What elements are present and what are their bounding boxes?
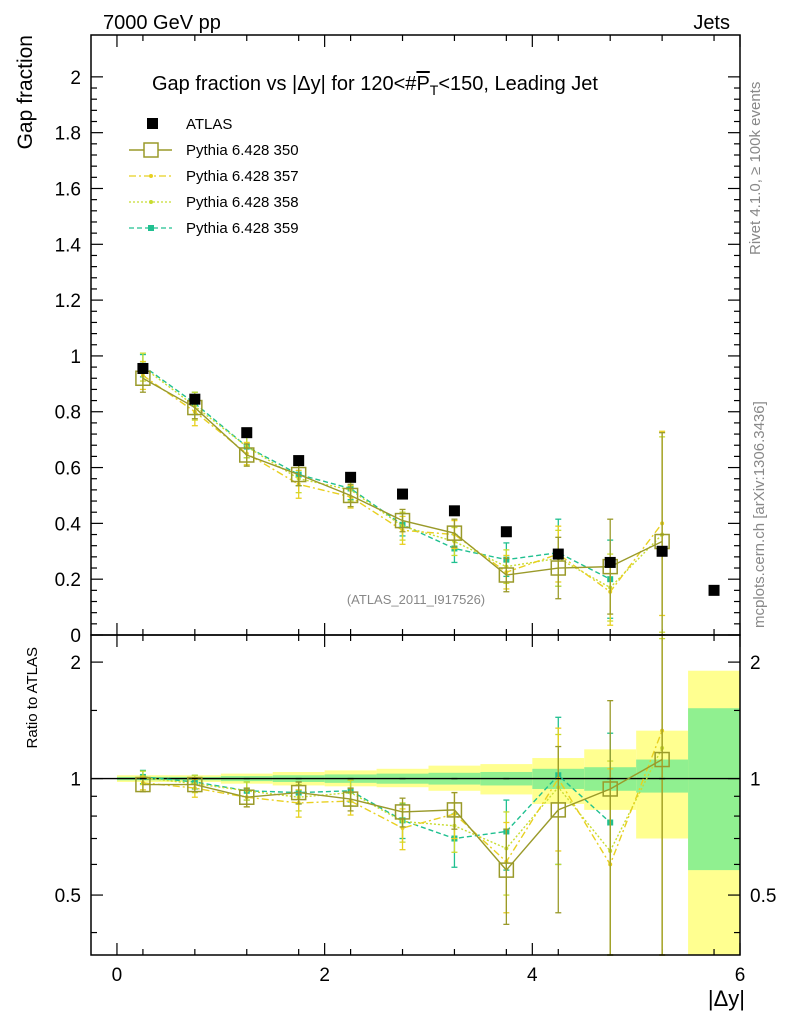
main-y-tick-label: 1.8 (55, 124, 81, 145)
title-part-3: T (430, 82, 439, 98)
analysis-id-label: (ATLAS_2011_I917526) (347, 592, 485, 607)
ratio-y-tick-label: 2 (70, 653, 81, 674)
main-series-0-marker (342, 487, 359, 504)
chart-title: Gap fraction vs |Δy| for 120<#PT<150, Le… (152, 73, 598, 98)
main-series-1-line (142, 374, 663, 593)
ratio-series-0-marker (290, 784, 307, 801)
main-series-0-marker (290, 466, 307, 483)
title-part-2: P (416, 73, 429, 95)
plot-layer: 0 0.2 0.4 0.6 0.8 1 1.2 1.4 1.6 1.8 2 0.5 0.5 1 1 2 2 0 2 4… (55, 35, 776, 986)
ratio-series-0-marker (602, 781, 618, 797)
main-series-0-marker (550, 560, 567, 576)
ratio-series-0-marker (239, 789, 255, 805)
ratio-series-0-marker (654, 751, 670, 768)
legend-label-350: Pythia 6.428 350 (186, 142, 299, 159)
legend-label-atlas: ATLAS (186, 116, 232, 133)
ratio-series-0-marker (187, 776, 203, 793)
atlas-data-point (397, 488, 409, 500)
legend-marker-358 (149, 200, 153, 204)
main-series-0-marker (446, 525, 463, 541)
legend-label-359: Pythia 6.428 359 (186, 220, 299, 237)
main-y-tick-label: 1.2 (55, 291, 81, 312)
main-series-2-line (142, 366, 663, 589)
atlas-data-point (500, 526, 512, 538)
ratio-series-0-marker (135, 776, 151, 793)
ratio-series-0-line (142, 758, 663, 872)
ratio-series-0-marker (498, 862, 515, 878)
main-y-tick-label: 1.6 (55, 179, 81, 200)
ratio-band-inner (688, 708, 740, 871)
ratio-series-0-marker (550, 802, 567, 818)
mcplots-label: mcplots.cern.ch [arXiv:1306.3436] (751, 401, 768, 628)
legend-marker-359 (148, 225, 154, 231)
atlas-data-point (189, 393, 201, 405)
atlas-data-point (656, 545, 668, 557)
ratio-series-0-marker (342, 791, 359, 807)
main-series-0-marker (394, 512, 411, 529)
energy-label: 7000 GeV pp (103, 12, 221, 34)
atlas-data-point (293, 455, 305, 467)
main-series-0-line (142, 377, 663, 576)
legend-label-357: Pythia 6.428 357 (186, 168, 299, 185)
legend-marker-atlas (147, 118, 158, 129)
x-axis-label: |Δy| (708, 986, 745, 1011)
rivet-version-label: Rivet 4.1.0, ≥ 100k events (747, 82, 764, 255)
x-tick-label: 2 (319, 965, 330, 986)
main-y-tick-label: 0.8 (55, 403, 81, 424)
main-y-tick-label: 0.6 (55, 459, 81, 480)
legend: ATLAS Pythia 6.428 350 Pythia 6.428 357 … (129, 116, 299, 237)
x-tick-label: 0 (112, 965, 123, 986)
ratio-y-tick-label-right: 2 (750, 653, 761, 674)
main-y-axis-label: Gap fraction (14, 35, 37, 149)
title-part-4: <150, Leading Jet (438, 73, 598, 95)
main-series-3-line (142, 365, 611, 580)
ratio-y-tick-label: 1 (70, 770, 81, 791)
atlas-data-point (345, 471, 357, 483)
ratio-panel-frame (90, 634, 741, 956)
ratio-series-0-marker (446, 802, 463, 818)
x-tick-label: 4 (527, 965, 538, 986)
atlas-data-point (241, 427, 253, 439)
main-y-tick-label: 0 (70, 626, 81, 647)
atlas-data-point (708, 584, 720, 596)
main-y-tick-label: 0.2 (55, 570, 81, 591)
main-y-tick-label: 1.4 (55, 235, 82, 256)
x-tick-label: 6 (735, 965, 746, 986)
ratio-uncertainty-bands (116, 670, 740, 955)
main-y-tick-label: 1 (70, 347, 81, 368)
main-series-0-marker (239, 447, 255, 463)
atlas-data-point (552, 548, 564, 560)
atlas-data-point (604, 556, 616, 568)
ratio-y-axis-label: Ratio to ATLAS (24, 647, 41, 748)
process-label: Jets (693, 12, 730, 34)
main-y-tick-label: 2 (70, 68, 81, 89)
ratio-y-tick-label-right: 1 (750, 770, 761, 791)
legend-marker-357 (149, 174, 153, 178)
ratio-y-tick-label-right: 0.5 (750, 886, 776, 907)
legend-label-358: Pythia 6.428 358 (186, 194, 299, 211)
main-series-0-marker (498, 567, 515, 583)
legend-marker-350 (143, 142, 159, 158)
ratio-y-tick-label: 0.5 (55, 886, 81, 907)
ratio-series-0-marker (394, 804, 411, 820)
atlas-data-point (137, 362, 149, 374)
atlas-data-point (448, 505, 460, 517)
main-y-tick-label: 0.4 (55, 514, 82, 535)
title-part-1: Gap fraction vs |Δy| for 120<# (152, 73, 417, 95)
